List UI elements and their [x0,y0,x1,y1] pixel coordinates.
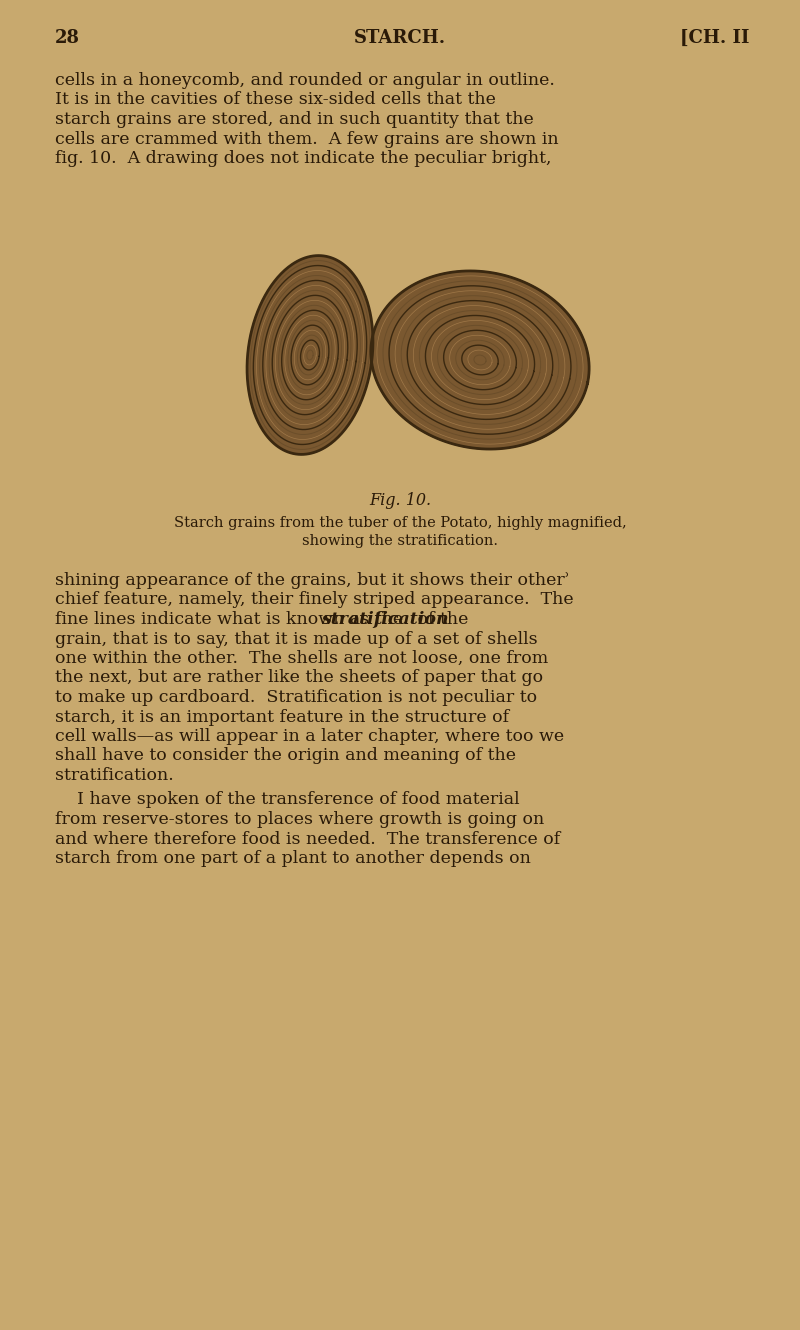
Text: stratification: stratification [322,610,449,628]
Text: starch, it is an important feature in the structure of: starch, it is an important feature in th… [55,709,509,725]
Text: from reserve-stores to places where growth is going on: from reserve-stores to places where grow… [55,811,544,829]
Text: to make up cardboard.  Stratification is not peculiar to: to make up cardboard. Stratification is … [55,689,537,706]
Text: Fig. 10.: Fig. 10. [369,492,431,509]
Text: shining appearance of the grains, but it shows their otherʾ: shining appearance of the grains, but it… [55,572,570,589]
Text: 28: 28 [55,29,80,47]
Text: Starch grains from the tuber of the Potato, highly magnified,: Starch grains from the tuber of the Pota… [174,516,626,529]
Text: the next, but are rather like the sheets of paper that go: the next, but are rather like the sheets… [55,669,543,686]
Text: STARCH.: STARCH. [354,29,446,47]
Polygon shape [371,271,589,450]
Text: starch from one part of a plant to another depends on: starch from one part of a plant to anoth… [55,850,531,867]
Text: showing the stratification.: showing the stratification. [302,535,498,548]
Text: chief feature, namely, their finely striped appearance.  The: chief feature, namely, their finely stri… [55,592,574,609]
Polygon shape [247,255,373,455]
Text: starch grains are stored, and in such quantity that the: starch grains are stored, and in such qu… [55,110,534,128]
Text: It is in the cavities of these six-sided cells that the: It is in the cavities of these six-sided… [55,92,496,109]
Text: grain, that is to say, that it is made up of a set of shells: grain, that is to say, that it is made u… [55,630,538,648]
Text: cell walls—as will appear in a later chapter, where too we: cell walls—as will appear in a later cha… [55,728,564,745]
Text: shall have to consider the origin and meaning of the: shall have to consider the origin and me… [55,747,516,765]
Text: and where therefore food is needed.  The transference of: and where therefore food is needed. The … [55,830,560,847]
Text: I have spoken of the transference of food material: I have spoken of the transference of foo… [55,791,520,809]
Text: fig. 10.  A drawing does not indicate the peculiar bright,: fig. 10. A drawing does not indicate the… [55,150,551,168]
Text: stratification.: stratification. [55,767,174,783]
Text: cells in a honeycomb, and rounded or angular in outline.: cells in a honeycomb, and rounded or ang… [55,72,555,89]
Text: fine lines indicate what is known as the: fine lines indicate what is known as the [55,610,409,628]
Text: cells are crammed with them.  A few grains are shown in: cells are crammed with them. A few grain… [55,130,558,148]
Text: of the: of the [413,610,469,628]
Text: [CH. II: [CH. II [681,29,750,47]
Text: one within the other.  The shells are not loose, one from: one within the other. The shells are not… [55,650,548,668]
